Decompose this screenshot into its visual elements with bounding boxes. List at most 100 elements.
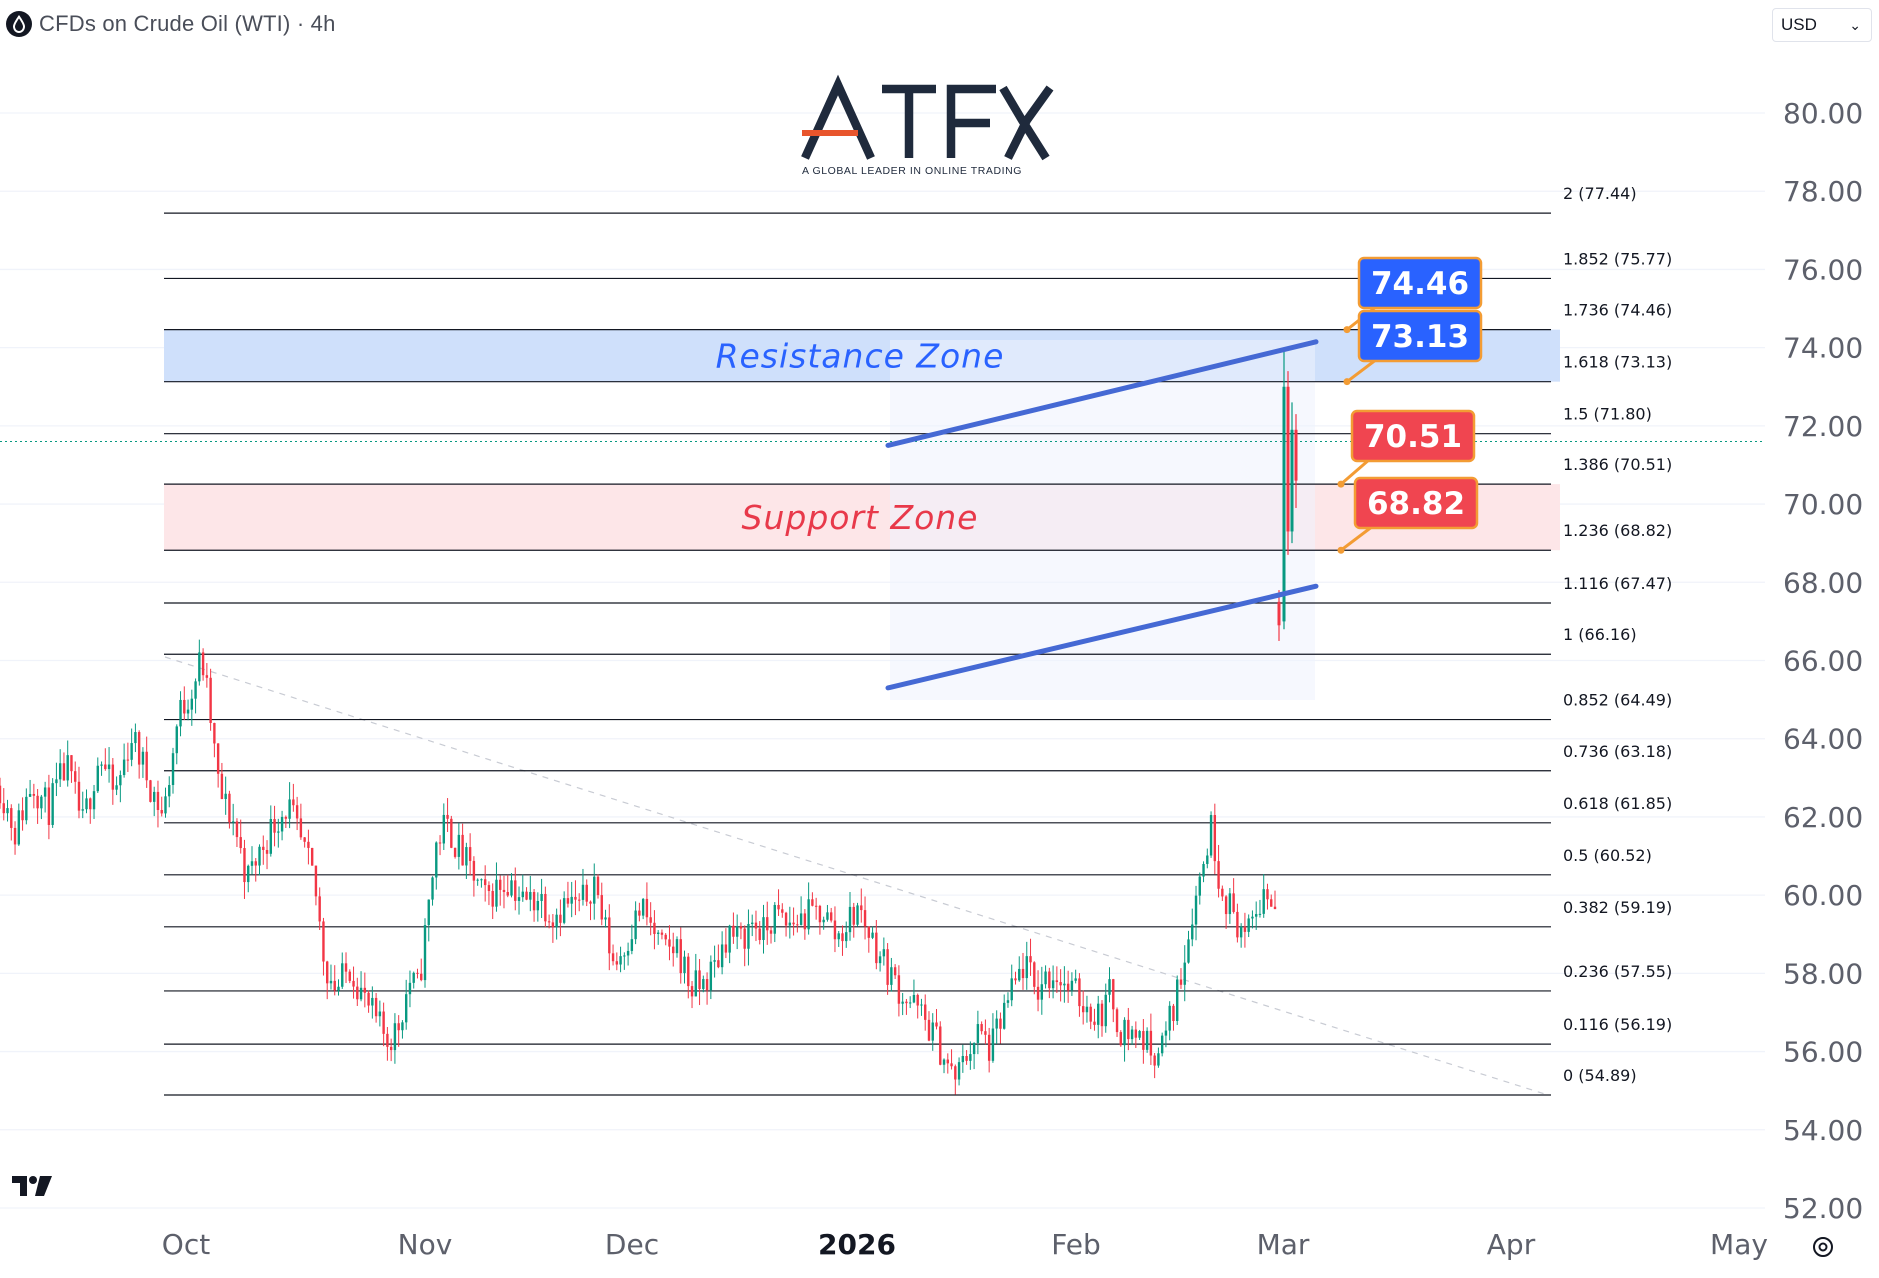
- price-axis[interactable]: 80.00 78.00 76.00 74.00 72.00 70.00 68.00 66.00…: [1783, 97, 1863, 1225]
- candle-body: [145, 751, 148, 781]
- candle-body: [1119, 1032, 1122, 1046]
- candle-body: [875, 932, 878, 964]
- candle-body: [743, 928, 746, 949]
- currency-select[interactable]: USD ⌄: [1772, 8, 1872, 42]
- candle-body: [604, 917, 607, 920]
- candle-body: [446, 814, 449, 819]
- candle-body: [284, 816, 288, 819]
- candle-body: [1176, 979, 1179, 1021]
- candle-body: [378, 1011, 382, 1017]
- candle-body: [1157, 1053, 1160, 1066]
- candle-body: [393, 1023, 397, 1051]
- ascending-channel: [885, 339, 1319, 691]
- candle-body: [1078, 978, 1081, 1007]
- candle-body: [615, 961, 619, 965]
- candle-body: [762, 917, 765, 941]
- candle-body: [55, 779, 58, 784]
- callout-pointer: [1346, 357, 1378, 383]
- candle-body: [450, 818, 453, 848]
- candle-body: [435, 842, 438, 878]
- time-tick-label: May: [1710, 1228, 1768, 1261]
- candle-body: [156, 791, 160, 810]
- candle-body: [502, 889, 506, 893]
- candle-body: [931, 1022, 934, 1041]
- candle-body: [487, 885, 491, 891]
- candle-body: [897, 975, 901, 1004]
- candle-body: [860, 905, 863, 911]
- fib-level-label: 1.736 (74.46): [1563, 301, 1672, 320]
- candle-body: [1194, 895, 1198, 925]
- candle-body: [28, 793, 32, 797]
- candle-body: [247, 865, 250, 883]
- candle-body: [1247, 918, 1250, 932]
- price-tick-label: 80.00: [1783, 97, 1863, 130]
- candle-body: [1153, 1055, 1156, 1066]
- logo-tagline: A GLOBAL LEADER IN ONLINE TRADING: [802, 165, 1022, 177]
- candle-body: [1228, 893, 1232, 915]
- candle-body: [0, 785, 2, 804]
- callout-pointer: [1340, 524, 1374, 552]
- candle-body: [201, 652, 205, 676]
- callout-box: [1350, 409, 1476, 463]
- candle-body: [224, 793, 227, 800]
- candle-body: [833, 920, 837, 940]
- candle-body: [1172, 1005, 1175, 1021]
- candle-body: [656, 932, 660, 934]
- candle-body: [171, 753, 175, 786]
- candle-body: [231, 821, 235, 823]
- candle-body: [717, 960, 720, 968]
- candle-body: [754, 922, 758, 929]
- candle-body: [74, 771, 77, 782]
- candle-body: [499, 879, 502, 890]
- candle-body: [969, 1054, 972, 1061]
- candle-body: [1145, 1030, 1149, 1050]
- candle-body: [660, 932, 664, 935]
- candle-body: [987, 1034, 991, 1061]
- callout-box: [1357, 256, 1483, 310]
- candle-body: [803, 913, 807, 930]
- settings-gear-icon[interactable]: [1813, 1237, 1833, 1257]
- candle-body: [239, 837, 242, 849]
- candle-body: [905, 1001, 908, 1004]
- candle-body: [111, 764, 115, 790]
- candle-body: [461, 834, 464, 866]
- time-axis[interactable]: Oct Nov Dec 2026 Feb Mar Apr May: [162, 1228, 1768, 1261]
- candle-body: [356, 986, 359, 1000]
- time-tick-label: Apr: [1487, 1228, 1536, 1261]
- candle-body: [1081, 1006, 1085, 1013]
- candle-body: [611, 953, 615, 962]
- candle-body: [359, 987, 363, 1000]
- candle-body: [1282, 386, 1286, 622]
- candle-body: [77, 781, 81, 811]
- candle-body: [243, 848, 246, 883]
- candle-body: [747, 923, 750, 949]
- candle-body: [784, 912, 788, 926]
- fib-level-label: 0.736 (63.18): [1563, 742, 1672, 761]
- candle-body: [687, 956, 690, 987]
- candle-body: [1066, 983, 1070, 991]
- candle-body: [51, 783, 54, 825]
- candle-body: [735, 926, 739, 937]
- candle-body: [510, 880, 513, 896]
- candle-body: [401, 1022, 404, 1031]
- time-tick-label: Feb: [1051, 1228, 1101, 1261]
- candle-body: [980, 1024, 983, 1032]
- symbol-title[interactable]: CFDs on Crude Oil (WTI) · 4h: [39, 11, 336, 36]
- candle-body: [32, 793, 36, 796]
- price-tick-label: 56.00: [1783, 1036, 1863, 1069]
- candle-body: [995, 1018, 998, 1029]
- tradingview-logo[interactable]: [12, 1176, 52, 1196]
- candle-body: [126, 759, 130, 761]
- prediction-range-box: [890, 340, 1315, 700]
- price-tick-label: 76.00: [1783, 253, 1863, 286]
- candle-body: [856, 905, 859, 925]
- candle-body: [352, 980, 355, 987]
- fib-level-label: 1 (66.16): [1563, 625, 1637, 644]
- candle-body: [732, 925, 735, 937]
- candle-body: [1074, 978, 1077, 981]
- candle-body: [442, 814, 446, 844]
- fibonacci-levels: 2 (77.44) 1.852 (75.77) 1.736 (74.46) 1.618…: [164, 184, 1672, 1096]
- callout-box: [1357, 309, 1483, 363]
- candle-body: [1097, 1003, 1100, 1025]
